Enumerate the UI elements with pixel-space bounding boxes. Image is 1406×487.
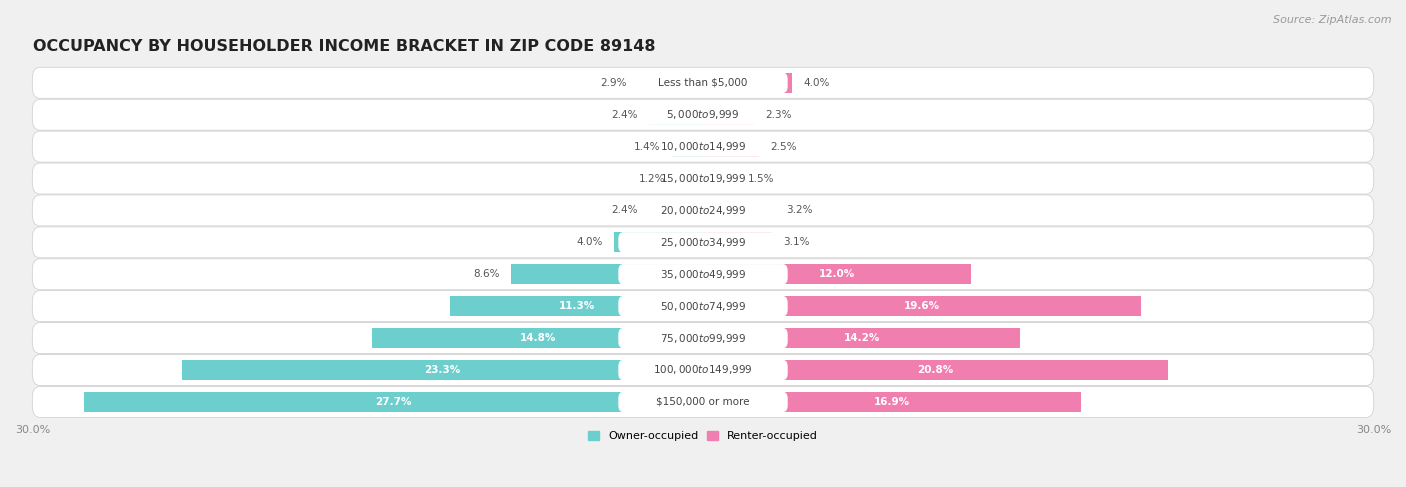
Bar bbox=[703, 264, 972, 284]
FancyBboxPatch shape bbox=[32, 99, 1374, 130]
Text: 2.5%: 2.5% bbox=[770, 142, 797, 151]
Text: 20.8%: 20.8% bbox=[917, 365, 953, 375]
Bar bbox=[638, 73, 703, 93]
Bar bbox=[703, 201, 775, 220]
Text: $50,000 to $74,999: $50,000 to $74,999 bbox=[659, 300, 747, 313]
Text: $5,000 to $9,999: $5,000 to $9,999 bbox=[666, 108, 740, 121]
FancyBboxPatch shape bbox=[32, 227, 1374, 258]
Bar bbox=[672, 137, 703, 156]
FancyBboxPatch shape bbox=[619, 105, 787, 125]
Legend: Owner-occupied, Renter-occupied: Owner-occupied, Renter-occupied bbox=[583, 427, 823, 446]
Bar bbox=[703, 328, 1021, 348]
Bar bbox=[703, 105, 755, 125]
FancyBboxPatch shape bbox=[619, 169, 787, 189]
Bar bbox=[703, 232, 772, 252]
Text: 27.7%: 27.7% bbox=[375, 397, 412, 407]
FancyBboxPatch shape bbox=[619, 200, 787, 221]
Text: 12.0%: 12.0% bbox=[818, 269, 855, 279]
Text: 1.5%: 1.5% bbox=[748, 173, 775, 184]
Text: $20,000 to $24,999: $20,000 to $24,999 bbox=[659, 204, 747, 217]
Text: OCCUPANCY BY HOUSEHOLDER INCOME BRACKET IN ZIP CODE 89148: OCCUPANCY BY HOUSEHOLDER INCOME BRACKET … bbox=[32, 39, 655, 55]
FancyBboxPatch shape bbox=[619, 136, 787, 157]
Text: 23.3%: 23.3% bbox=[425, 365, 461, 375]
Text: 14.2%: 14.2% bbox=[844, 333, 880, 343]
Text: 2.9%: 2.9% bbox=[600, 78, 627, 88]
Bar bbox=[703, 392, 1081, 412]
Bar bbox=[650, 201, 703, 220]
Bar bbox=[703, 73, 793, 93]
Text: Source: ZipAtlas.com: Source: ZipAtlas.com bbox=[1274, 15, 1392, 25]
FancyBboxPatch shape bbox=[32, 195, 1374, 226]
Bar bbox=[676, 169, 703, 188]
Bar bbox=[650, 105, 703, 125]
FancyBboxPatch shape bbox=[619, 232, 787, 253]
FancyBboxPatch shape bbox=[619, 360, 787, 380]
Text: 3.1%: 3.1% bbox=[783, 237, 810, 247]
FancyBboxPatch shape bbox=[32, 291, 1374, 321]
Text: 1.4%: 1.4% bbox=[634, 142, 661, 151]
FancyBboxPatch shape bbox=[32, 131, 1374, 162]
Text: 2.4%: 2.4% bbox=[612, 206, 638, 215]
Bar bbox=[703, 137, 759, 156]
FancyBboxPatch shape bbox=[619, 264, 787, 284]
Text: 2.4%: 2.4% bbox=[612, 110, 638, 120]
Text: $100,000 to $149,999: $100,000 to $149,999 bbox=[654, 363, 752, 376]
Text: 8.6%: 8.6% bbox=[474, 269, 499, 279]
Text: 19.6%: 19.6% bbox=[904, 301, 941, 311]
Bar bbox=[613, 232, 703, 252]
FancyBboxPatch shape bbox=[619, 392, 787, 412]
Text: 1.2%: 1.2% bbox=[638, 173, 665, 184]
Text: 2.3%: 2.3% bbox=[766, 110, 792, 120]
Text: 16.9%: 16.9% bbox=[873, 397, 910, 407]
Bar bbox=[703, 360, 1168, 380]
FancyBboxPatch shape bbox=[32, 163, 1374, 194]
Text: Less than $5,000: Less than $5,000 bbox=[658, 78, 748, 88]
Text: $25,000 to $34,999: $25,000 to $34,999 bbox=[659, 236, 747, 249]
FancyBboxPatch shape bbox=[619, 328, 787, 348]
FancyBboxPatch shape bbox=[32, 322, 1374, 354]
FancyBboxPatch shape bbox=[619, 73, 787, 93]
Text: 14.8%: 14.8% bbox=[519, 333, 555, 343]
Bar bbox=[84, 392, 703, 412]
Text: 4.0%: 4.0% bbox=[576, 237, 602, 247]
Text: $15,000 to $19,999: $15,000 to $19,999 bbox=[659, 172, 747, 185]
FancyBboxPatch shape bbox=[619, 296, 787, 317]
Bar bbox=[510, 264, 703, 284]
Bar bbox=[373, 328, 703, 348]
Text: 4.0%: 4.0% bbox=[804, 78, 830, 88]
Text: $75,000 to $99,999: $75,000 to $99,999 bbox=[659, 332, 747, 345]
FancyBboxPatch shape bbox=[32, 355, 1374, 386]
FancyBboxPatch shape bbox=[32, 67, 1374, 98]
Text: 3.2%: 3.2% bbox=[786, 206, 813, 215]
Bar bbox=[703, 296, 1142, 316]
Text: 11.3%: 11.3% bbox=[558, 301, 595, 311]
Bar bbox=[703, 169, 737, 188]
Text: $35,000 to $49,999: $35,000 to $49,999 bbox=[659, 268, 747, 281]
Bar bbox=[183, 360, 703, 380]
FancyBboxPatch shape bbox=[32, 259, 1374, 290]
Text: $150,000 or more: $150,000 or more bbox=[657, 397, 749, 407]
Bar bbox=[450, 296, 703, 316]
FancyBboxPatch shape bbox=[32, 386, 1374, 417]
Text: $10,000 to $14,999: $10,000 to $14,999 bbox=[659, 140, 747, 153]
